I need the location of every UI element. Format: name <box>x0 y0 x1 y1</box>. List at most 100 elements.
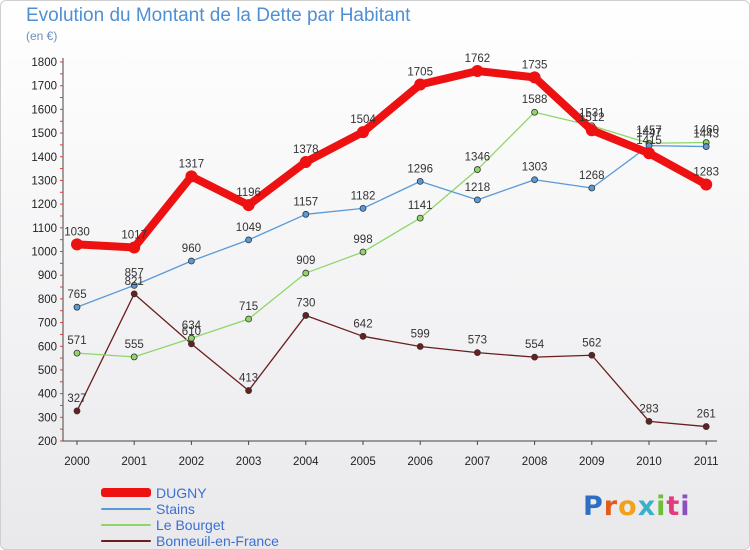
data-label-dugny: 1317 <box>179 158 205 170</box>
data-label-bonneuil-en-france: 283 <box>639 403 658 415</box>
data-label-stains: 1218 <box>465 182 491 194</box>
data-label-le-bourget: 555 <box>125 339 144 351</box>
legend-swatch <box>101 508 151 510</box>
data-point-dugny <box>585 124 598 137</box>
logo-letter: i <box>656 491 667 522</box>
data-point-stains <box>416 177 424 185</box>
series-layer <box>71 65 713 430</box>
data-point-le-bourget <box>73 349 81 357</box>
legend-label: DUGNY <box>156 485 207 501</box>
x-tick-label: 2004 <box>293 456 319 468</box>
data-label-le-bourget: 1141 <box>408 200 433 212</box>
data-label-stains: 1296 <box>407 163 433 175</box>
data-label-le-bourget: 1460 <box>693 125 719 137</box>
data-label-dugny: 1283 <box>693 166 719 178</box>
data-point-stains <box>187 257 195 265</box>
data-label-stains: 1268 <box>579 170 605 182</box>
data-point-dugny <box>242 199 255 212</box>
data-point-le-bourget <box>302 269 310 277</box>
y-tick-label: 600 <box>38 341 57 353</box>
data-point-bonneuil-en-france <box>645 417 653 425</box>
data-label-stains: 1182 <box>351 190 376 202</box>
series-line-dugny <box>73 67 711 252</box>
logo-letter: P <box>583 491 604 522</box>
data-point-dugny <box>357 126 369 139</box>
data-point-bonneuil-en-france <box>531 353 538 361</box>
x-tick-label: 2001 <box>121 456 147 468</box>
data-label-stains: 857 <box>125 267 144 279</box>
data-label-le-bourget: 998 <box>353 234 372 246</box>
data-label-bonneuil-en-france: 562 <box>582 337 601 349</box>
data-point-dugny <box>414 78 427 91</box>
data-label-dugny: 1735 <box>522 59 548 71</box>
data-label-bonneuil-en-france: 610 <box>182 326 201 338</box>
data-label-dugny: 1762 <box>465 53 491 65</box>
data-label-bonneuil-en-france: 642 <box>353 318 372 330</box>
data-point-bonneuil-en-france <box>73 407 81 415</box>
y-tick-label: 1500 <box>31 128 57 140</box>
chart-title: Evolution du Montant de la Dette par Hab… <box>26 5 411 26</box>
data-point-dugny <box>71 238 83 251</box>
logo-letter: r <box>603 491 619 522</box>
legend-swatch <box>101 488 151 497</box>
x-tick-label: 2009 <box>579 456 605 468</box>
data-point-dugny <box>643 147 655 160</box>
data-labels: 1030 1017 1317 1196 1378 1504 1705 1762 1735 1512… <box>64 53 719 421</box>
data-label-stains: 765 <box>67 289 86 301</box>
y-tick-label: 800 <box>38 294 57 306</box>
x-tick-label: 2008 <box>522 456 548 468</box>
y-tick-label: 500 <box>38 365 57 377</box>
legend-item-bonneuil-en-france: Bonneuil-en-France <box>101 533 361 549</box>
data-label-bonneuil-en-france: 554 <box>525 339 545 351</box>
logo-letter: i <box>680 491 691 522</box>
x-tick-label: 2002 <box>179 456 205 468</box>
data-point-dugny <box>128 241 141 254</box>
data-point-stains <box>531 176 538 184</box>
data-point-bonneuil-en-france <box>702 423 710 430</box>
data-label-le-bourget: 1457 <box>636 125 662 137</box>
data-label-bonneuil-en-france: 730 <box>296 297 315 309</box>
data-label-le-bourget: 571 <box>67 335 86 347</box>
data-point-bonneuil-en-france <box>359 332 367 340</box>
y-tick-label: 1300 <box>31 175 57 187</box>
data-label-dugny: 1378 <box>293 144 319 156</box>
data-label-le-bourget: 715 <box>239 301 258 313</box>
data-label-bonneuil-en-france: 261 <box>697 409 716 421</box>
logo-letter: x <box>637 491 657 522</box>
legend-swatch <box>101 524 151 526</box>
data-label-bonneuil-en-france: 327 <box>67 393 86 405</box>
data-label-le-bourget: 634 <box>182 320 202 332</box>
data-label-bonneuil-en-france: 599 <box>411 328 430 340</box>
data-point-stains <box>359 204 367 212</box>
data-label-le-bourget: 1531 <box>579 108 605 120</box>
data-point-dugny <box>299 155 312 168</box>
data-point-dugny <box>471 65 484 78</box>
data-point-bonneuil-en-france <box>130 290 138 298</box>
data-point-bonneuil-en-france <box>245 387 253 394</box>
data-point-le-bourget <box>359 248 367 256</box>
data-label-dugny: 1415 <box>636 135 662 147</box>
x-tick-label: 2005 <box>350 456 376 468</box>
proxiti-logo: Proxiti <box>583 491 691 522</box>
data-point-stains <box>73 303 81 311</box>
data-point-dugny <box>700 178 713 191</box>
data-label-dugny: 1196 <box>236 187 261 199</box>
x-tick-label: 2006 <box>407 456 433 468</box>
y-tick-label: 1200 <box>31 199 57 211</box>
data-point-bonneuil-en-france <box>416 343 424 350</box>
legend-label: Le Bourget <box>156 517 225 533</box>
legend-item-le-bourget: Le Bourget <box>101 517 361 533</box>
data-label-stains: 960 <box>182 243 201 255</box>
legend-label: Bonneuil-en-France <box>156 533 279 549</box>
data-point-dugny <box>185 170 198 183</box>
series-line-stains <box>76 144 707 308</box>
data-point-dugny <box>528 71 541 84</box>
data-label-stains: 1157 <box>293 196 318 208</box>
data-label-stains: 1303 <box>522 162 548 174</box>
y-tick-label: 300 <box>38 412 57 424</box>
data-point-le-bourget <box>473 166 481 173</box>
y-tick-label: 1800 <box>31 57 57 69</box>
data-point-le-bourget <box>130 353 138 361</box>
chart-subtitle: (en €) <box>26 29 58 43</box>
